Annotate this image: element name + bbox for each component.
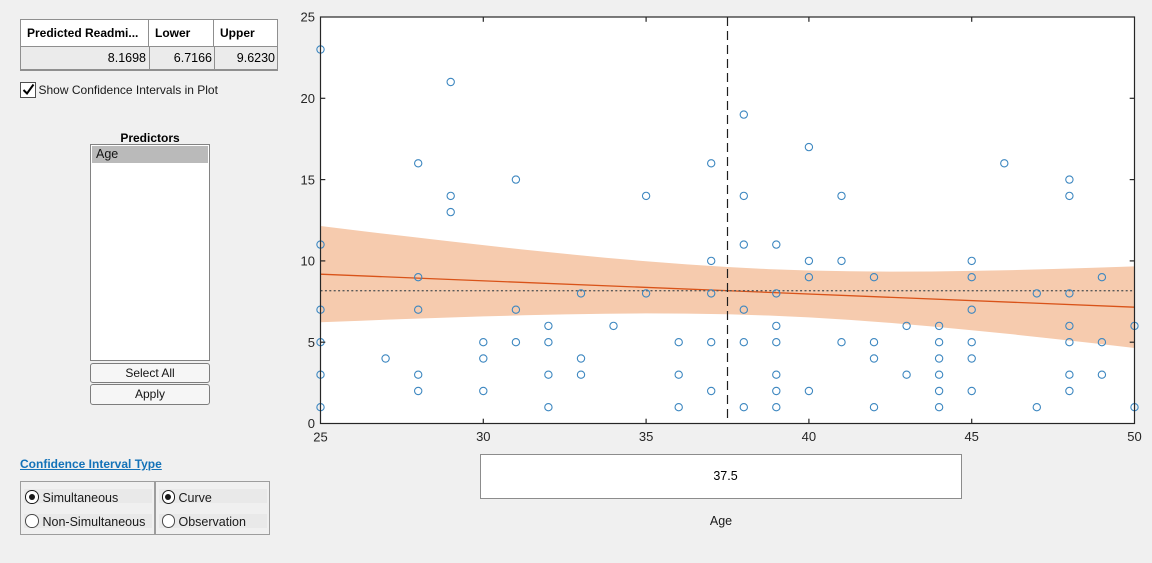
svg-text:10: 10 — [301, 254, 315, 269]
svg-text:5: 5 — [308, 335, 315, 350]
svg-text:25: 25 — [301, 10, 315, 25]
svg-text:50: 50 — [1127, 429, 1141, 444]
svg-text:45: 45 — [964, 429, 978, 444]
svg-text:0: 0 — [308, 416, 315, 431]
svg-text:20: 20 — [301, 91, 315, 106]
svg-text:30: 30 — [476, 429, 490, 444]
svg-text:40: 40 — [802, 429, 816, 444]
svg-text:35: 35 — [639, 429, 653, 444]
svg-text:25: 25 — [313, 430, 327, 445]
svg-text:15: 15 — [301, 172, 315, 187]
